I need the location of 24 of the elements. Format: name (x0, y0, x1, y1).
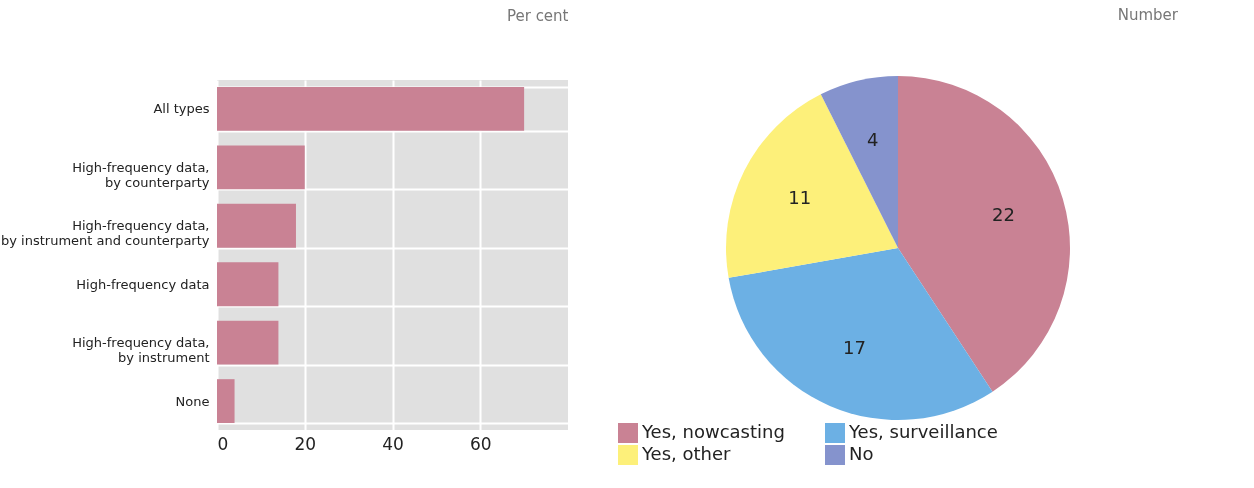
legend-label: Yes, nowcasting (641, 421, 785, 442)
data-label: 4 (866, 128, 879, 150)
legend-label: Yes, other (641, 443, 732, 464)
y-tick-label: High-frequency data, by instrument (72, 335, 210, 366)
data-label: 17 (842, 337, 866, 358)
pie-slice (898, 76, 1070, 392)
y-tick-label: High-frequency data, by instrument and counterparty (1, 218, 210, 249)
pie-slice (728, 248, 993, 420)
legend-label: Yes, surveillance (848, 421, 998, 442)
x-tick-label: 60 (469, 433, 492, 454)
pie-slice (820, 76, 898, 248)
data-label: 11 (788, 186, 812, 208)
x-axis-title: Per cent (506, 6, 569, 25)
pie-slice (726, 94, 898, 278)
legend-label: No (849, 443, 874, 464)
y-tick-label: High-frequency data (76, 276, 210, 292)
data-label: 22 (991, 204, 1015, 226)
text: Number (1117, 6, 1179, 24)
x-tick-label: 20 (294, 433, 317, 454)
x-tick-label: 0 (217, 433, 229, 454)
y-tick-label: All types (153, 101, 210, 117)
x-tick-label: 40 (382, 433, 404, 454)
y-tick-label: High-frequency data, by counterparty (72, 159, 210, 190)
y-tick-label: None (175, 393, 210, 409)
